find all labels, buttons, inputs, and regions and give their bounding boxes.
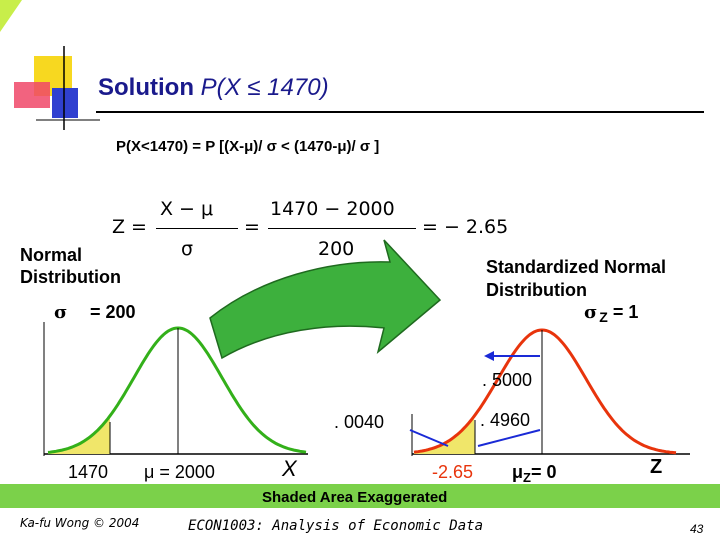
right-z-axis-label: Z xyxy=(650,456,663,478)
half-area-arrowhead xyxy=(484,351,494,361)
left-mu-label: μ = 2000 xyxy=(144,462,215,482)
equals-2: = xyxy=(244,216,260,238)
left-x-value: 1470 xyxy=(68,462,109,482)
left-shaded-tail xyxy=(48,415,110,454)
probability-equation: P(X<1470) = P [(X-μ)/ σ < (1470-μ)/ σ ] xyxy=(116,138,380,155)
right-z-value: -2.65 xyxy=(432,462,474,482)
right-shaded-tail xyxy=(414,416,475,454)
fraction-line-2 xyxy=(268,228,416,229)
numerator-1: X − μ xyxy=(160,198,214,220)
right-sigma-sub: Z xyxy=(599,309,608,325)
title-expression: P(X ≤ 1470) xyxy=(200,74,329,101)
title-rule xyxy=(96,111,704,113)
between-area-line xyxy=(477,429,541,447)
numerator-2: 1470 − 2000 xyxy=(270,198,395,220)
right-mu-label: μZ= 0 xyxy=(512,462,557,485)
right-mu-sub: Z xyxy=(523,470,531,485)
tail-area-label: . 0040 xyxy=(334,412,385,432)
footer-course: ECON1003: Analysis of Economic Data xyxy=(188,518,484,534)
normal-dist-label: Normal Distribution xyxy=(20,245,121,287)
denominator-2: 200 xyxy=(318,238,355,260)
left-sigma-value: = 200 xyxy=(90,302,136,322)
page-number: 43 xyxy=(690,522,704,536)
right-normal-curve xyxy=(413,328,677,455)
page-title: Solution P(X ≤ 1470) xyxy=(98,74,329,102)
blue-square xyxy=(52,88,78,118)
fraction-line-1 xyxy=(156,228,238,229)
right-sigma-symbol: σ xyxy=(584,302,598,323)
z-result: = − 2.65 xyxy=(422,216,509,238)
left-normal-curve xyxy=(47,326,307,454)
corner-triangle xyxy=(0,0,22,32)
right-mu-symbol: μ xyxy=(512,462,524,482)
right-mu-value: = 0 xyxy=(530,462,557,482)
tail-area-line xyxy=(409,429,449,447)
transform-arrow xyxy=(209,239,442,360)
shaded-area-text: Shaded Area Exaggerated xyxy=(262,489,448,506)
between-area-label: . 4960 xyxy=(480,410,531,430)
title-prefix: Solution xyxy=(98,74,201,101)
footer-author: Ka-fu Wong © 2004 xyxy=(20,516,140,530)
half-area-label: . 5000 xyxy=(482,370,533,390)
left-sigma-symbol: σ xyxy=(54,302,68,323)
standardized-dist-label: Standardized Normal Distribution xyxy=(486,257,667,300)
shaded-area-banner xyxy=(0,484,720,508)
denominator-1: σ xyxy=(181,238,194,260)
red-square xyxy=(14,82,50,108)
title-decoration xyxy=(0,0,100,130)
left-x-axis-label: X xyxy=(282,456,297,481)
right-sigma-value: = 1 xyxy=(612,302,639,322)
z-symbol: Z = xyxy=(112,216,147,238)
